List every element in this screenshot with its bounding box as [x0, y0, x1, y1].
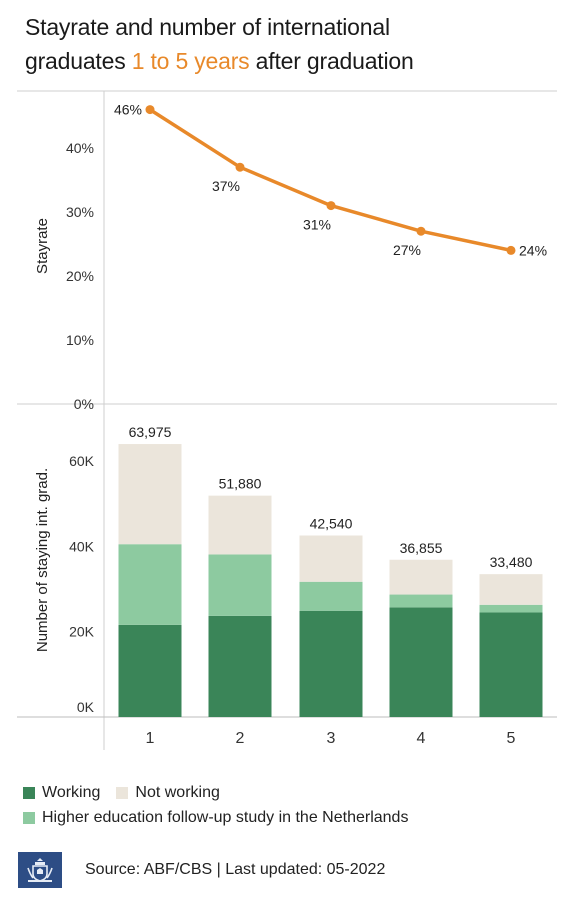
stayrate-data-label: 24% — [519, 242, 547, 258]
bar-total-label: 33,480 — [490, 554, 533, 570]
charts-svg: Stayrate Number of staying int. grad. 0%… — [17, 90, 557, 750]
bar-y-tick-label: 0K — [77, 699, 95, 715]
line-chart-y-axis-label: Stayrate — [34, 218, 51, 274]
stayrate-data-label: 46% — [114, 102, 142, 118]
chart-title: Stayrate and number of international gra… — [25, 10, 555, 78]
source-note: Source: ABF/CBS | Last updated: 05-2022 — [85, 861, 386, 878]
legend-label-not-working: Not working — [135, 783, 220, 801]
bar-segment-not-working — [479, 574, 543, 605]
bar-segment-followup — [118, 544, 182, 625]
x-tick-label: 3 — [327, 730, 336, 747]
x-tick-label: 1 — [146, 730, 155, 747]
x-axis-ticks: 1 2 3 4 5 — [146, 730, 516, 747]
x-tick-label: 2 — [236, 730, 245, 747]
bar-segment-not-working — [299, 535, 363, 582]
line-y-tick-label: 20% — [66, 268, 94, 284]
chart-title-line2: graduates 1 to 5 years after graduation — [25, 44, 555, 78]
bar-segment-not-working — [389, 559, 453, 595]
bar-y-tick-label: 20K — [69, 624, 95, 640]
legend-label-followup: Higher education follow-up study in the … — [42, 808, 409, 826]
government-crest-icon — [18, 852, 62, 888]
bar-segment-followup — [299, 581, 363, 611]
legend-swatch-working — [23, 786, 35, 799]
bar-segment-working — [479, 612, 543, 717]
bar-total-label: 63,975 — [129, 424, 172, 440]
bar-total-label: 42,540 — [310, 515, 353, 531]
legend-label-working: Working — [42, 783, 101, 801]
x-tick-label: 5 — [507, 730, 516, 747]
bar-chart-y-axis-label: Number of staying int. grad. — [34, 468, 51, 652]
bar-total-label: 36,855 — [400, 540, 443, 556]
footer: Source: ABF/CBS | Last updated: 05-2022 — [18, 851, 385, 889]
line-y-tick-label: 0% — [74, 396, 94, 412]
legend-item-working: Working — [23, 784, 100, 802]
legend: Working Not working Higher education fol… — [23, 780, 424, 830]
bar-y-tick-label: 60K — [69, 453, 95, 469]
bar-segment-followup — [208, 554, 272, 616]
stayrate-point — [235, 162, 245, 172]
stayrate-data-label: 27% — [393, 242, 421, 258]
chart-title-line2-before: graduates — [25, 48, 132, 74]
legend-swatch-followup — [23, 811, 35, 824]
chart-title-line2-after: after graduation — [249, 48, 414, 74]
bar-chart: 0K 20K 40K 60K 63,975 51,880 42,540 36,855 33,48… — [69, 424, 543, 717]
stayrate-data-label: 37% — [212, 178, 240, 194]
stayrate-point — [326, 201, 336, 211]
bar-total-label: 51,880 — [219, 476, 262, 492]
bar-segment-followup — [389, 594, 453, 608]
bar-segment-not-working — [118, 444, 182, 545]
stayrate-point — [416, 226, 426, 236]
chart-title-line1: Stayrate and number of international — [25, 14, 390, 40]
bar-segment-not-working — [208, 495, 272, 555]
bar-segment-working — [389, 607, 453, 717]
stayrate-point — [145, 105, 155, 115]
x-tick-label: 4 — [417, 730, 426, 747]
legend-swatch-not-working — [116, 786, 129, 799]
stayrate-data-label: 31% — [303, 217, 331, 233]
legend-item-followup: Higher education follow-up study in the … — [23, 809, 408, 827]
bar-segment-working — [299, 610, 363, 717]
bar-segment-working — [118, 624, 182, 717]
bar-segment-followup — [479, 604, 543, 613]
bar-segment-working — [208, 615, 272, 717]
line-y-tick-label: 40% — [66, 140, 94, 156]
line-y-tick-label: 10% — [66, 332, 94, 348]
legend-item-not-working: Not working — [116, 783, 220, 802]
chart-title-highlight: 1 to 5 years — [131, 48, 250, 74]
line-y-tick-label: 30% — [66, 204, 94, 220]
line-chart: 0% 10% 20% 30% 40% 46% 37% 31% 27% 24% — [66, 102, 547, 412]
bar-y-tick-label: 40K — [69, 538, 95, 554]
stayrate-point — [506, 245, 516, 255]
